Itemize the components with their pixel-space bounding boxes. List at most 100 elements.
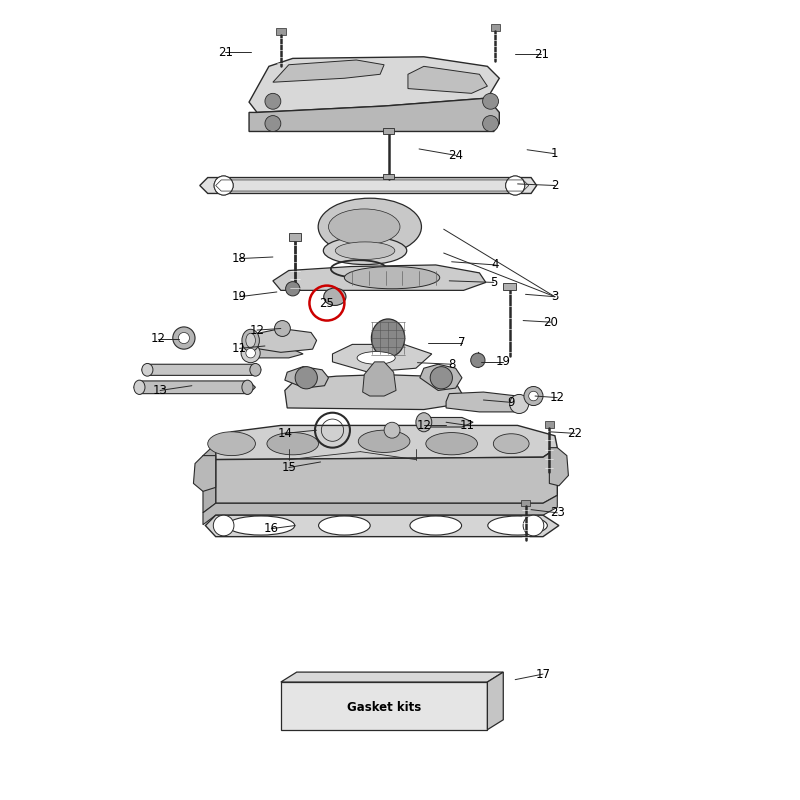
Polygon shape bbox=[216, 448, 558, 503]
Circle shape bbox=[510, 394, 529, 414]
Text: 5: 5 bbox=[490, 276, 498, 289]
Circle shape bbox=[470, 353, 485, 367]
Circle shape bbox=[265, 94, 281, 110]
Polygon shape bbox=[383, 128, 394, 134]
Text: 18: 18 bbox=[232, 252, 247, 265]
Circle shape bbox=[295, 366, 318, 389]
Circle shape bbox=[286, 282, 300, 296]
Text: 12: 12 bbox=[416, 419, 431, 432]
Polygon shape bbox=[289, 233, 302, 241]
Polygon shape bbox=[276, 28, 286, 34]
Polygon shape bbox=[503, 283, 516, 290]
Circle shape bbox=[173, 327, 195, 349]
Ellipse shape bbox=[323, 237, 406, 265]
Polygon shape bbox=[273, 60, 384, 82]
Circle shape bbox=[523, 515, 544, 536]
Ellipse shape bbox=[371, 319, 405, 357]
Ellipse shape bbox=[227, 516, 294, 535]
Text: Gasket kits: Gasket kits bbox=[347, 701, 422, 714]
Polygon shape bbox=[408, 66, 487, 94]
Text: 19: 19 bbox=[232, 290, 247, 303]
Polygon shape bbox=[249, 57, 499, 113]
Text: 9: 9 bbox=[507, 396, 515, 409]
Polygon shape bbox=[285, 374, 462, 410]
Polygon shape bbox=[203, 444, 216, 513]
Circle shape bbox=[241, 343, 260, 362]
Polygon shape bbox=[216, 426, 558, 459]
Text: 17: 17 bbox=[535, 667, 550, 681]
Circle shape bbox=[430, 366, 453, 389]
Polygon shape bbox=[194, 456, 216, 491]
Ellipse shape bbox=[142, 363, 153, 376]
Text: 23: 23 bbox=[550, 506, 565, 519]
Circle shape bbox=[265, 115, 281, 131]
Text: 15: 15 bbox=[282, 461, 296, 474]
Text: 4: 4 bbox=[491, 258, 499, 271]
Ellipse shape bbox=[250, 363, 261, 376]
Polygon shape bbox=[281, 672, 503, 682]
Ellipse shape bbox=[267, 433, 318, 455]
Polygon shape bbox=[422, 418, 473, 427]
Ellipse shape bbox=[357, 351, 395, 364]
Ellipse shape bbox=[329, 209, 400, 245]
Ellipse shape bbox=[494, 434, 529, 454]
Polygon shape bbox=[134, 381, 255, 394]
Text: 12: 12 bbox=[150, 332, 165, 346]
Circle shape bbox=[482, 94, 498, 110]
Ellipse shape bbox=[416, 413, 432, 432]
Ellipse shape bbox=[134, 380, 145, 394]
Circle shape bbox=[384, 422, 400, 438]
Text: 13: 13 bbox=[153, 384, 167, 397]
Text: 8: 8 bbox=[448, 358, 455, 370]
Polygon shape bbox=[545, 422, 554, 428]
Ellipse shape bbox=[358, 430, 410, 453]
Ellipse shape bbox=[242, 330, 259, 351]
Circle shape bbox=[524, 386, 543, 406]
Polygon shape bbox=[249, 98, 499, 131]
Text: 21: 21 bbox=[218, 46, 233, 58]
Polygon shape bbox=[550, 448, 569, 486]
Text: 2: 2 bbox=[551, 179, 558, 192]
Circle shape bbox=[506, 176, 525, 195]
Text: 20: 20 bbox=[543, 316, 558, 329]
Ellipse shape bbox=[208, 432, 255, 456]
Polygon shape bbox=[362, 362, 396, 396]
Polygon shape bbox=[333, 344, 432, 372]
Polygon shape bbox=[206, 515, 559, 537]
Ellipse shape bbox=[335, 242, 395, 259]
Text: 12: 12 bbox=[250, 323, 265, 337]
Circle shape bbox=[214, 176, 233, 195]
Circle shape bbox=[506, 176, 525, 195]
Ellipse shape bbox=[246, 334, 255, 347]
Text: 12: 12 bbox=[550, 391, 565, 404]
Polygon shape bbox=[490, 24, 500, 30]
Polygon shape bbox=[281, 682, 487, 730]
Circle shape bbox=[178, 333, 190, 343]
Text: 11: 11 bbox=[460, 419, 475, 432]
Text: 11: 11 bbox=[232, 342, 247, 355]
Polygon shape bbox=[446, 392, 526, 412]
Polygon shape bbox=[247, 347, 303, 358]
Polygon shape bbox=[487, 672, 503, 730]
Circle shape bbox=[529, 391, 538, 401]
Polygon shape bbox=[383, 174, 394, 179]
Ellipse shape bbox=[318, 516, 370, 535]
Ellipse shape bbox=[488, 516, 547, 535]
Ellipse shape bbox=[426, 433, 478, 455]
Ellipse shape bbox=[324, 288, 346, 306]
Ellipse shape bbox=[318, 198, 422, 255]
Polygon shape bbox=[273, 265, 486, 290]
Text: 22: 22 bbox=[567, 427, 582, 440]
Ellipse shape bbox=[344, 266, 440, 289]
Circle shape bbox=[482, 115, 498, 131]
Text: 16: 16 bbox=[264, 522, 279, 535]
Text: 7: 7 bbox=[458, 336, 466, 350]
Circle shape bbox=[246, 348, 255, 358]
Polygon shape bbox=[203, 495, 558, 525]
Polygon shape bbox=[420, 364, 462, 390]
Text: 24: 24 bbox=[448, 149, 463, 162]
Ellipse shape bbox=[242, 380, 253, 394]
Ellipse shape bbox=[410, 516, 462, 535]
Text: 25: 25 bbox=[319, 297, 334, 310]
Polygon shape bbox=[285, 366, 329, 388]
